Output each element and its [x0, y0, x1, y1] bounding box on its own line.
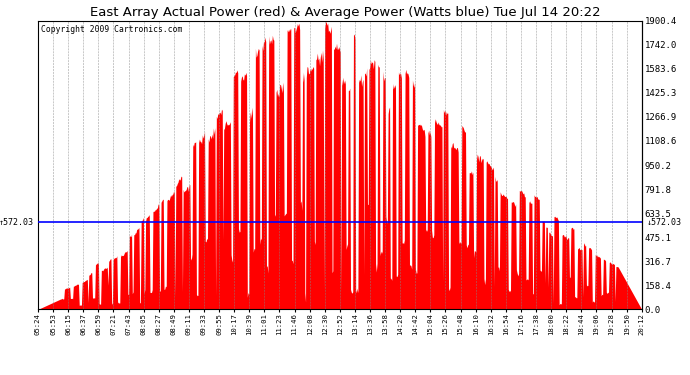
Text: Copyright 2009 Cartronics.com: Copyright 2009 Cartronics.com	[41, 25, 182, 34]
Text: East Array Actual Power (red) & Average Power (Watts blue) Tue Jul 14 20:22: East Array Actual Power (red) & Average …	[90, 6, 600, 19]
Text: ↑572.03: ↑572.03	[0, 218, 34, 227]
Text: ↓572.03: ↓572.03	[647, 218, 682, 227]
